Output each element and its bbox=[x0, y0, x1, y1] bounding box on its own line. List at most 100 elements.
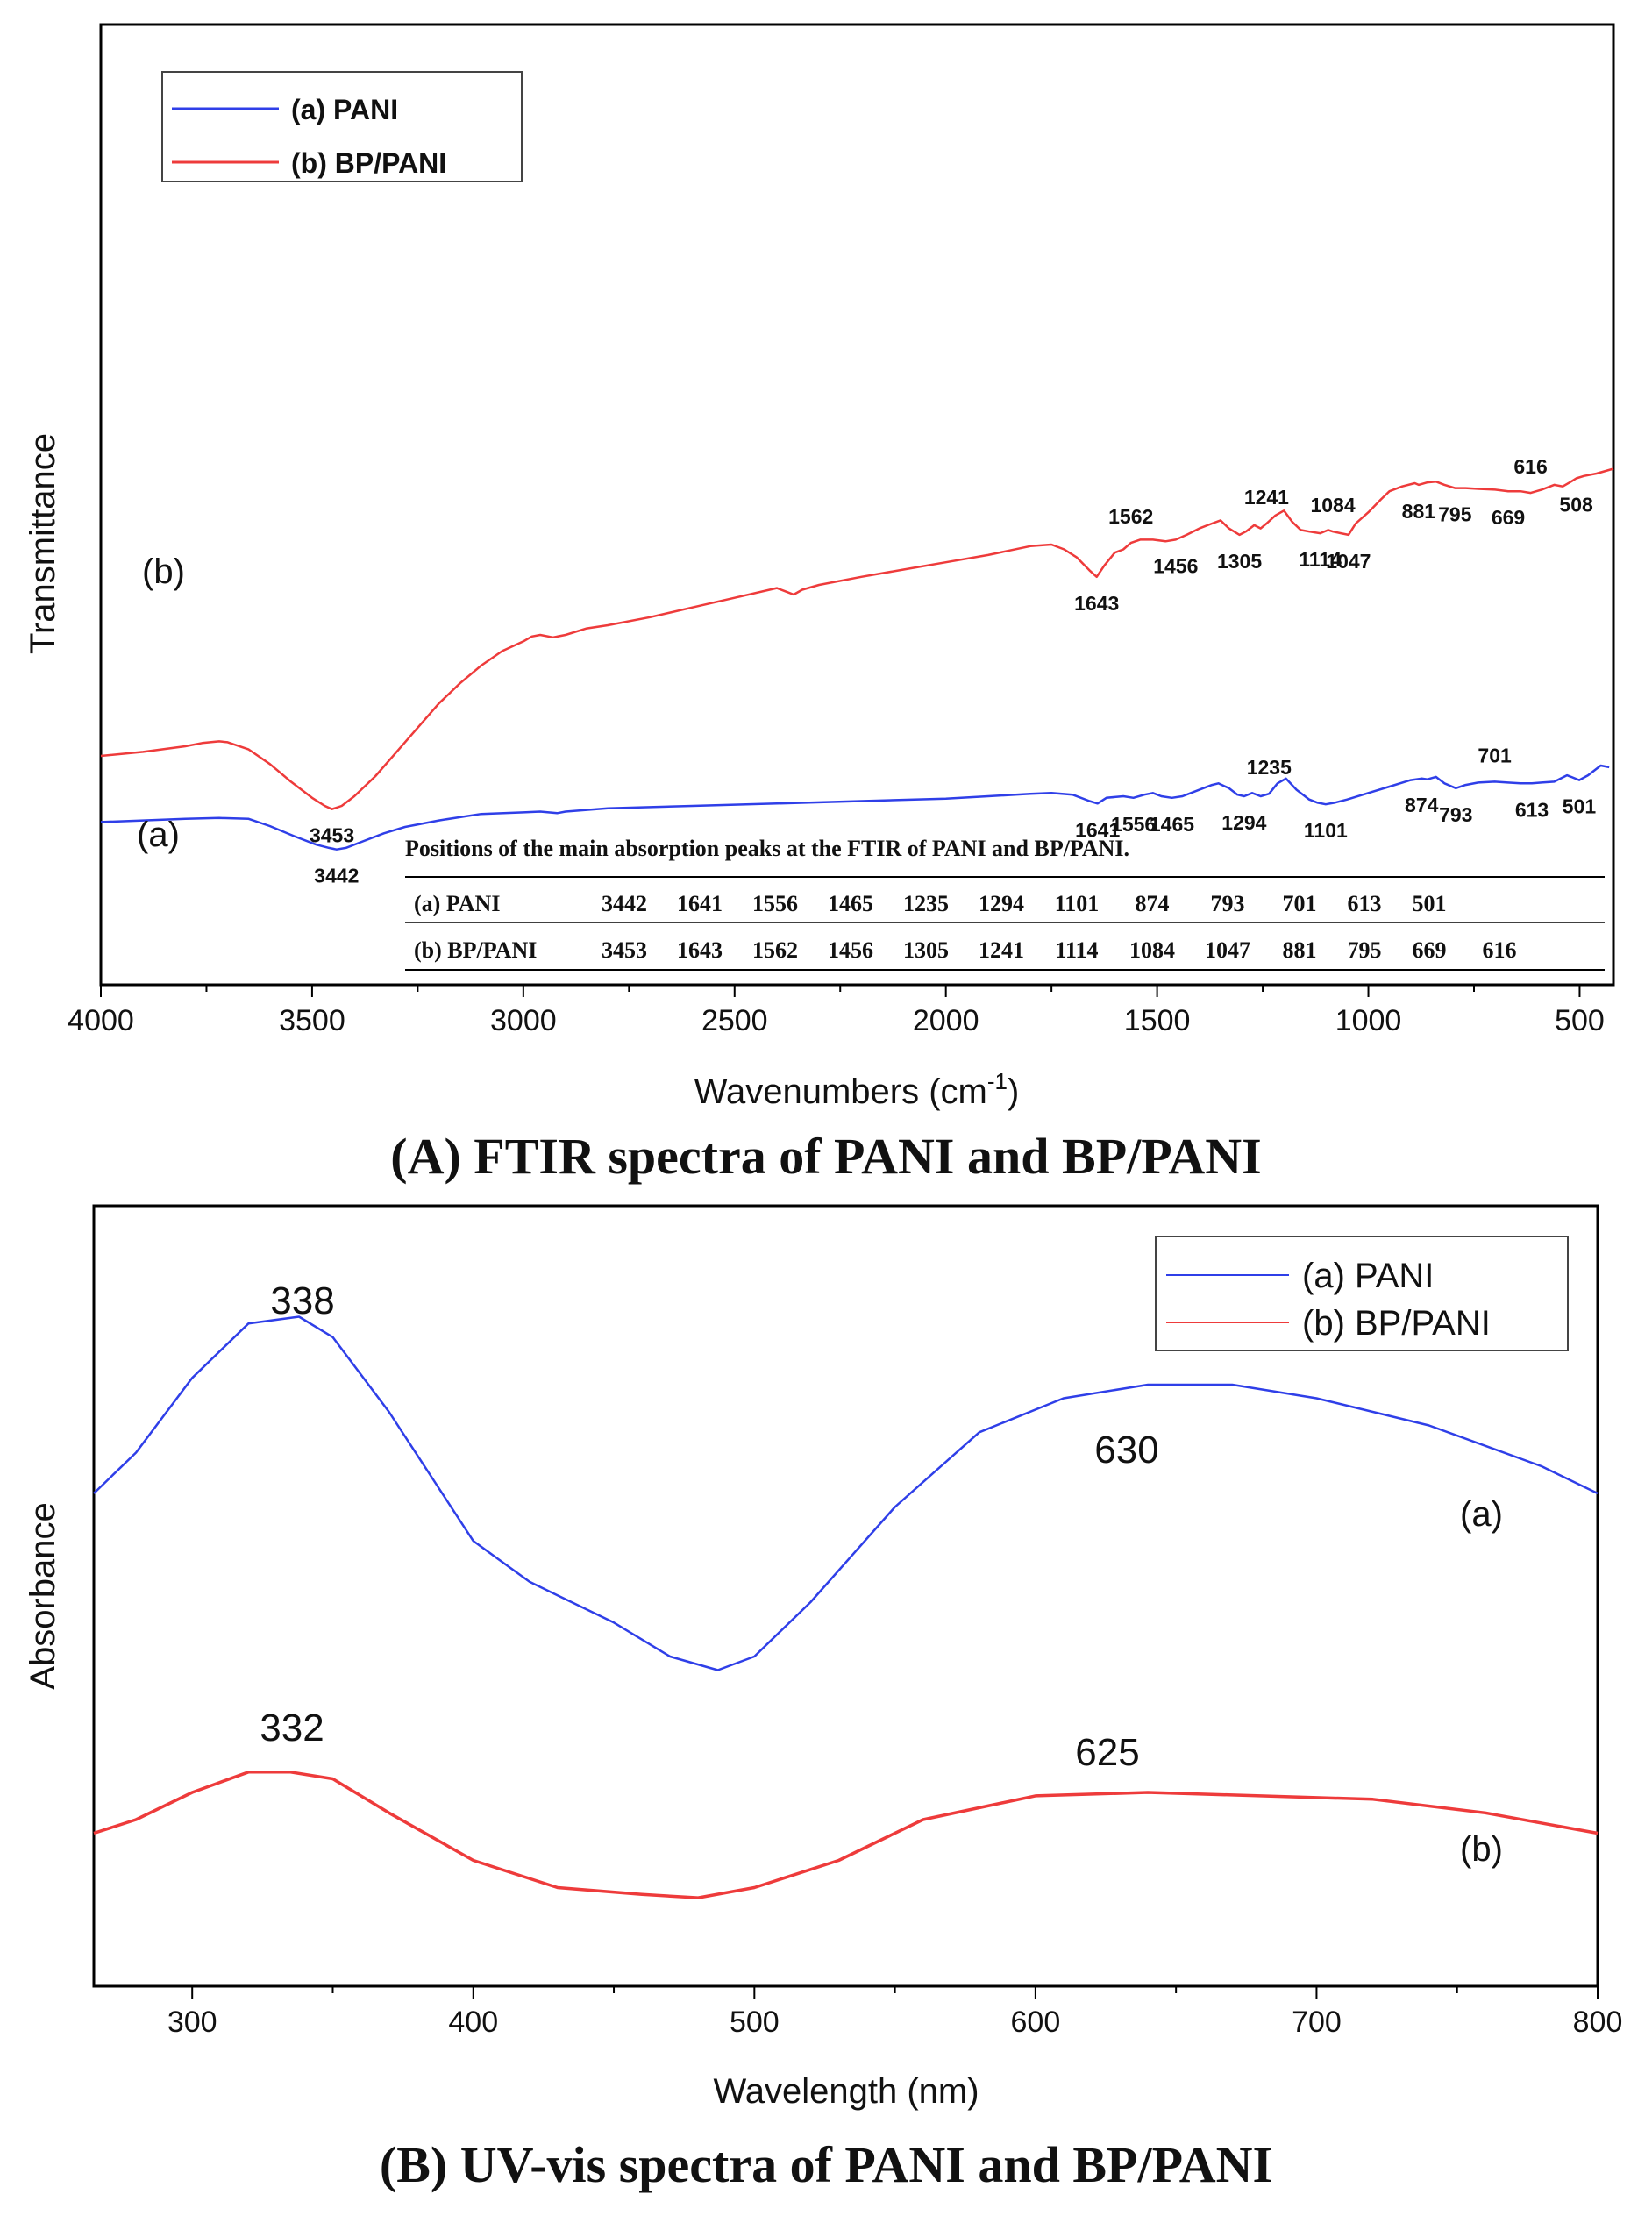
ftir-table-cell-0-10: 613 bbox=[1348, 891, 1382, 916]
ftir-peak-label-a-793: 793 bbox=[1439, 803, 1472, 826]
ftir-table-cell-0-1: 1641 bbox=[677, 891, 723, 916]
ftir-table-cell-1-4: 1305 bbox=[903, 937, 949, 963]
ftir-x-tick-label-1: 3500 bbox=[279, 1004, 345, 1037]
uv-curves bbox=[93, 1315, 1599, 1899]
ftir-table-cell-0-11: 501 bbox=[1413, 891, 1447, 916]
ftir-peak-label-b-1643: 1643 bbox=[1074, 592, 1119, 615]
ftir-table-cell-1-10: 795 bbox=[1348, 937, 1382, 963]
ftir-y-axis-label: Transmittance bbox=[24, 433, 62, 654]
ftir-peak-label-a-701: 701 bbox=[1478, 744, 1512, 766]
uv-peak-label-b-2: 625 bbox=[1075, 1731, 1139, 1774]
ftir-legend-label-b: (b) BP/PANI bbox=[291, 147, 446, 179]
ftir-peak-label-a-1641: 1641 bbox=[1075, 818, 1120, 841]
ftir-curve-label-b: (b) bbox=[142, 552, 185, 591]
uv-x-tick-label-1: 400 bbox=[448, 2006, 498, 2039]
ftir-table-cell-0-2: 1556 bbox=[752, 891, 798, 916]
ftir-peak-label-b-881: 881 bbox=[1402, 500, 1436, 523]
ftir-table-row-label-0: (a) PANI bbox=[414, 891, 500, 916]
uv-panel: 300 400 500 600 700 800 (a) PANI (b) BP/PANI … bbox=[24, 1204, 1623, 2193]
ftir-series-bp-pani bbox=[100, 467, 1614, 810]
ftir-x-tick-label-6: 1000 bbox=[1335, 1004, 1402, 1037]
ftir-x-tick-label-7: 500 bbox=[1555, 1004, 1605, 1037]
ftir-panel: 4000 3500 3000 2500 2000 1500 1000 500 3442 1641… bbox=[24, 23, 1615, 1185]
uv-peak-label-a-2: 630 bbox=[1094, 1429, 1158, 1471]
ftir-table-cell-0-5: 1294 bbox=[979, 891, 1024, 916]
uv-curve-label-b: (b) bbox=[1460, 1830, 1503, 1869]
ftir-table-cell-0-0: 3442 bbox=[602, 891, 647, 916]
ftir-peak-label-b-508: 508 bbox=[1559, 494, 1593, 517]
uv-x-tick-label-0: 300 bbox=[167, 2006, 217, 2039]
ftir-peak-label-a-613: 613 bbox=[1515, 798, 1549, 821]
ftir-peak-label-a-1235: 1235 bbox=[1247, 756, 1292, 779]
uv-curve-label-a: (a) bbox=[1460, 1495, 1503, 1534]
ftir-x-tick-label-4: 2000 bbox=[913, 1004, 979, 1037]
ftir-peak-label-a-1465: 1465 bbox=[1150, 813, 1194, 836]
uv-y-axis-label: Absorbance bbox=[24, 1502, 62, 1689]
ftir-x-tick-label-2: 3000 bbox=[490, 1004, 557, 1037]
uv-legend-label-b: (b) BP/PANI bbox=[1302, 1304, 1491, 1343]
ftir-legend-label-a: (a) PANI bbox=[291, 94, 398, 125]
uv-x-tick-label-3: 600 bbox=[1011, 2006, 1061, 2039]
ftir-peak-label-a-501: 501 bbox=[1563, 795, 1597, 818]
uv-x-axis-label: Wavelength (nm) bbox=[713, 2072, 979, 2111]
uv-series-bp-pani bbox=[93, 1771, 1599, 1899]
ftir-table-cell-1-9: 881 bbox=[1283, 937, 1317, 963]
ftir-table-cell-1-2: 1562 bbox=[752, 937, 798, 963]
ftir-table-cell-0-7: 874 bbox=[1136, 891, 1170, 916]
ftir-curves bbox=[100, 467, 1614, 851]
ftir-curve-label-a: (a) bbox=[137, 816, 180, 854]
ftir-table-cell-0-6: 1101 bbox=[1055, 891, 1100, 916]
ftir-x-axis-label: Wavenumbers (cm-1) bbox=[694, 1068, 1020, 1111]
ftir-table-row-label-1: (b) BP/PANI bbox=[414, 937, 537, 963]
ftir-peak-label-b-1562: 1562 bbox=[1108, 505, 1153, 528]
uv-peak-label-a-1: 338 bbox=[270, 1279, 334, 1322]
ftir-peak-label-b-1084: 1084 bbox=[1310, 494, 1355, 517]
ftir-table-cell-1-1: 1643 bbox=[677, 937, 723, 963]
uv-x-tick-label-4: 700 bbox=[1292, 2006, 1342, 2039]
ftir-x-axis-label-sup: -1 bbox=[987, 1068, 1008, 1094]
ftir-peak-label-b-1241: 1241 bbox=[1244, 486, 1289, 509]
uv-x-ticks: 300 400 500 600 700 800 bbox=[167, 1986, 1623, 2039]
uv-series-pani bbox=[93, 1315, 1599, 1671]
ftir-peak-label-a-874: 874 bbox=[1405, 794, 1439, 816]
ftir-table-cell-1-7: 1084 bbox=[1129, 937, 1175, 963]
ftir-x-axis-label-end: ) bbox=[1008, 1072, 1019, 1111]
uv-legend-label-a: (a) PANI bbox=[1302, 1257, 1434, 1295]
ftir-peak-label-b-616: 616 bbox=[1513, 455, 1547, 478]
ftir-table-cell-1-6: 1114 bbox=[1055, 937, 1098, 963]
ftir-x-axis-label-base: Wavenumbers (cm bbox=[694, 1072, 987, 1111]
ftir-table-cell-1-0: 3453 bbox=[602, 937, 647, 963]
ftir-caption: (A) FTIR spectra of PANI and BP/PANI bbox=[390, 1128, 1261, 1185]
ftir-x-tick-label-5: 1500 bbox=[1124, 1004, 1191, 1037]
ftir-peak-label-b-3453: 3453 bbox=[310, 824, 354, 847]
ftir-peak-table: Positions of the main absorption peaks a… bbox=[405, 836, 1605, 971]
uv-legend: (a) PANI (b) BP/PANI bbox=[1155, 1236, 1569, 1351]
ftir-table-cell-1-8: 1047 bbox=[1205, 937, 1250, 963]
uv-legend-box bbox=[1155, 1236, 1569, 1351]
ftir-series-pani bbox=[100, 764, 1610, 851]
ftir-peak-label-a-1556: 1556 bbox=[1111, 813, 1156, 836]
ftir-table-title: Positions of the main absorption peaks a… bbox=[405, 836, 1129, 861]
ftir-peak-label-b-1047: 1047 bbox=[1326, 550, 1371, 573]
ftir-peak-label-a-1294: 1294 bbox=[1221, 811, 1266, 834]
ftir-peak-label-a-3442: 3442 bbox=[314, 865, 359, 887]
ftir-x-ticks: 4000 3500 3000 2500 2000 1500 1000 500 bbox=[68, 985, 1605, 1037]
ftir-peak-label-b-795: 795 bbox=[1438, 503, 1472, 526]
ftir-x-tick-label-3: 2500 bbox=[701, 1004, 768, 1037]
ftir-table-cell-1-3: 1456 bbox=[828, 937, 873, 963]
ftir-x-tick-label-0: 4000 bbox=[68, 1004, 134, 1037]
ftir-table-cell-0-3: 1465 bbox=[828, 891, 873, 916]
ftir-peak-label-b-1114: 1114 bbox=[1299, 548, 1342, 571]
uv-x-tick-label-5: 800 bbox=[1573, 2006, 1623, 2039]
ftir-peak-label-b-1305: 1305 bbox=[1217, 550, 1262, 573]
ftir-peak-label-b-669: 669 bbox=[1492, 506, 1525, 529]
uv-plot-frame bbox=[92, 1204, 1599, 1988]
ftir-peak-label-b-1456: 1456 bbox=[1153, 554, 1198, 577]
ftir-legend: (a) PANI (b) BP/PANI bbox=[161, 71, 523, 182]
ftir-plot-frame bbox=[99, 23, 1615, 987]
ftir-table-cell-1-12: 616 bbox=[1483, 937, 1517, 963]
ftir-table-cell-0-9: 701 bbox=[1283, 891, 1317, 916]
